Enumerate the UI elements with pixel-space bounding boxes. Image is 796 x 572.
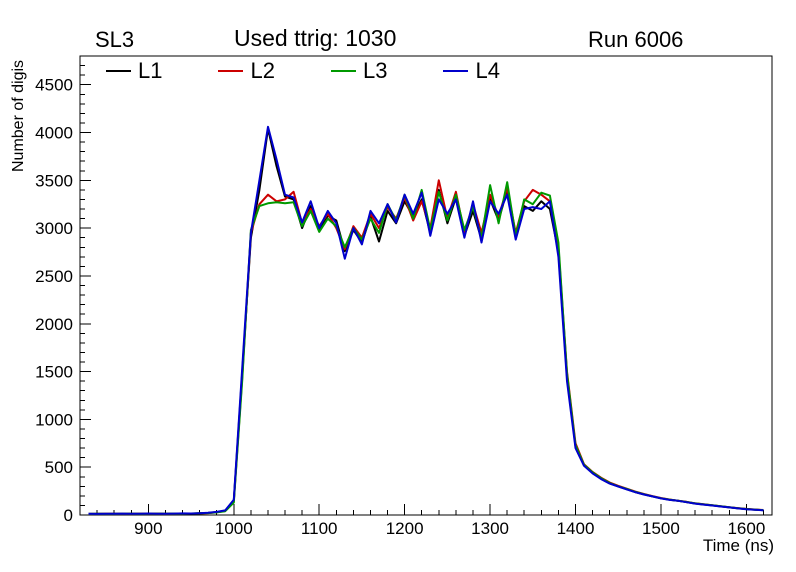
series-line-L2 [88, 179, 764, 515]
legend-swatch-l1 [106, 70, 131, 72]
series-line-L1 [88, 127, 764, 515]
legend-entry-l4: L4 [443, 58, 500, 83]
legend-label-l3: L3 [362, 58, 388, 83]
y-tick-label: 0 [64, 506, 73, 525]
y-tick-label: 4000 [35, 124, 73, 143]
superlayer-title: SL3 [95, 27, 135, 52]
y-tick-label: 3000 [35, 219, 73, 238]
legend-label-l4: L4 [475, 58, 500, 83]
x-tick-label: 900 [134, 519, 162, 538]
x-tick-label: 1600 [727, 519, 765, 538]
legend-label-l1: L1 [138, 58, 163, 83]
y-tick-label: 500 [45, 458, 73, 477]
legend-entry-l1: L1 [106, 60, 162, 82]
x-tick-label: 1400 [557, 519, 595, 538]
y-tick-label: 2500 [35, 267, 73, 286]
legend-swatch-l3 [330, 70, 356, 72]
y-tick-label: 2000 [35, 315, 73, 334]
x-tick-label: 1300 [471, 519, 509, 538]
series-line-L4 [88, 125, 764, 515]
y-axis-label: Number of digis [10, 59, 27, 172]
x-tick-label: 1500 [642, 519, 680, 538]
x-tick-label: 1200 [386, 519, 424, 538]
run-title: Run 6006 [588, 27, 684, 52]
y-tick-label: 3500 [35, 171, 73, 190]
y-tick-label: 1500 [35, 363, 73, 382]
legend-entry-l2: L2 [218, 58, 275, 83]
y-tick-label: 4500 [35, 76, 73, 95]
x-axis-label: Time (ns) [702, 536, 774, 555]
x-tick-label: 1000 [215, 519, 253, 538]
plot-frame [79, 55, 773, 516]
legend-swatch-l4 [443, 70, 469, 72]
legend-swatch-l2 [218, 70, 244, 72]
x-tick-label: 1100 [301, 519, 338, 538]
y-tick-label: 1000 [35, 410, 73, 429]
legend-label-l2: L2 [250, 58, 275, 83]
legend-entry-l3: L3 [330, 58, 388, 83]
legend: L1 L2 L3 L4 [106, 60, 500, 82]
series-line-L3 [88, 181, 764, 515]
ttrig-title: Used ttrig: 1030 [234, 25, 397, 51]
